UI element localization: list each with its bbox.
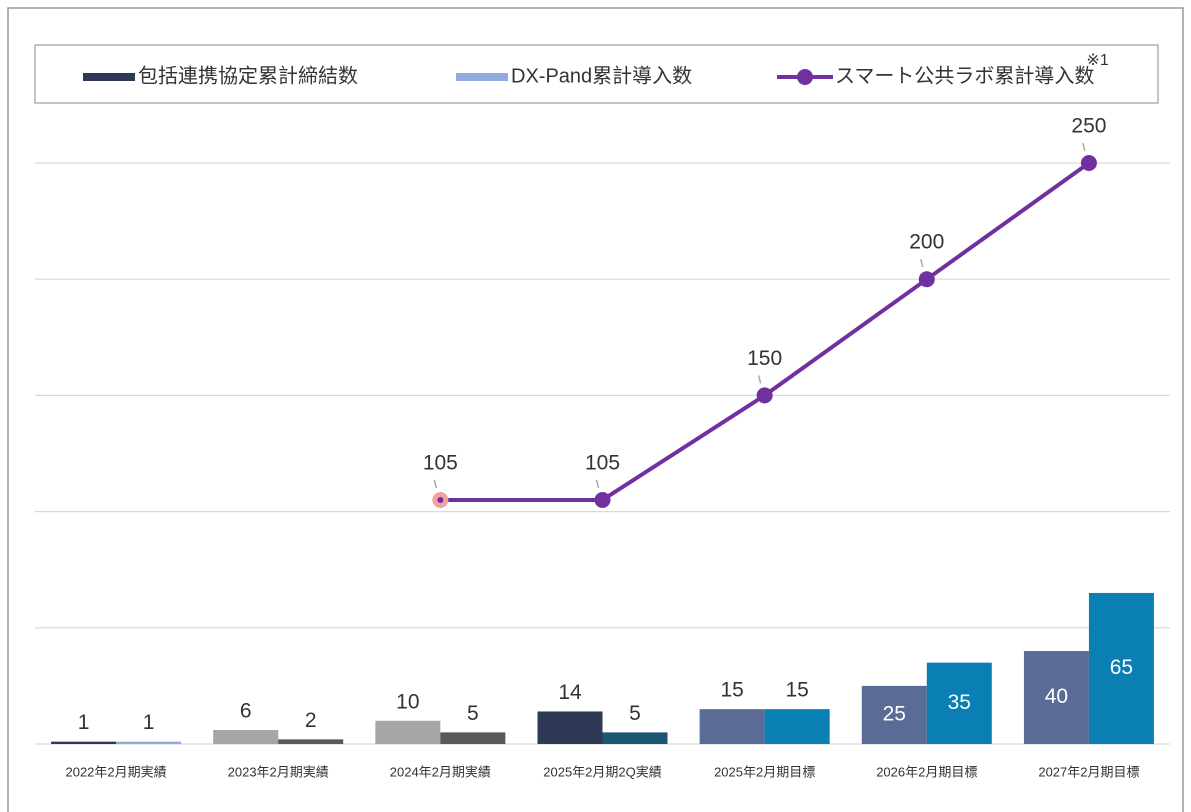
x-tick-label: 2025年2月期目標 — [714, 764, 815, 779]
data-label: 14 — [558, 681, 582, 704]
bar — [1023, 651, 1089, 744]
line-marker — [1080, 155, 1097, 171]
bar — [375, 720, 441, 744]
bar — [861, 685, 927, 744]
data-label: 25 — [883, 702, 906, 725]
x-tick-label: 2025年2月期2Q実績 — [543, 764, 662, 779]
leader-line — [757, 375, 762, 384]
bar — [51, 741, 117, 744]
data-label: 2 — [305, 709, 317, 732]
data-label: 10 — [396, 690, 419, 713]
line-marker-core — [437, 496, 444, 503]
legend-swatch — [83, 73, 135, 81]
data-label: 15 — [720, 679, 743, 702]
x-tick-label: 2023年2月期実績 — [228, 764, 329, 779]
x-tick-label: 2026年2月期目標 — [876, 764, 977, 779]
bar — [537, 711, 603, 744]
line — [440, 161, 1091, 502]
legend-label: 包括連携協定累計締結数 — [138, 64, 358, 87]
bar — [116, 741, 182, 744]
bar — [278, 739, 344, 744]
leader-line — [595, 479, 600, 489]
data-label: 105 — [423, 452, 458, 475]
x-tick-label: 2027年2月期目標 — [1038, 764, 1139, 779]
legend-swatch — [456, 73, 508, 81]
bar — [440, 732, 506, 744]
data-label: 105 — [585, 452, 620, 475]
data-label: 15 — [785, 679, 808, 702]
line-marker — [594, 491, 611, 508]
data-label: 150 — [747, 347, 782, 370]
line-marker — [756, 387, 773, 404]
data-label: 5 — [629, 702, 641, 725]
data-label: 1 — [143, 711, 155, 734]
x-tick-label: 2022年2月期実績 — [65, 764, 166, 779]
bar — [699, 709, 765, 744]
bar — [213, 730, 279, 744]
bar — [926, 662, 992, 744]
bar — [602, 732, 668, 744]
bar — [764, 709, 830, 744]
x-tick-label: 2024年2月期実績 — [390, 764, 491, 779]
legend-label: スマート公共ラボ累計導入数 — [835, 64, 1094, 87]
data-label: 6 — [240, 700, 252, 723]
data-label: 200 — [909, 231, 944, 254]
data-label: 65 — [1110, 656, 1133, 679]
leader-line — [1082, 142, 1086, 152]
legend-marker — [797, 69, 813, 85]
annotation: ※1 — [1086, 52, 1108, 69]
frame — [7, 7, 1184, 812]
leader-line — [433, 479, 438, 489]
data-label: 250 — [1071, 115, 1106, 138]
data-label: 1 — [78, 711, 90, 734]
data-label: 35 — [948, 691, 971, 714]
leader-line — [920, 259, 924, 268]
legend-box — [34, 44, 1159, 104]
legend-label: DX-Pand累計導入数 — [511, 64, 692, 87]
line-marker — [918, 271, 935, 288]
data-label: 40 — [1045, 685, 1068, 708]
data-label: 5 — [467, 702, 479, 725]
bar — [1088, 592, 1154, 744]
